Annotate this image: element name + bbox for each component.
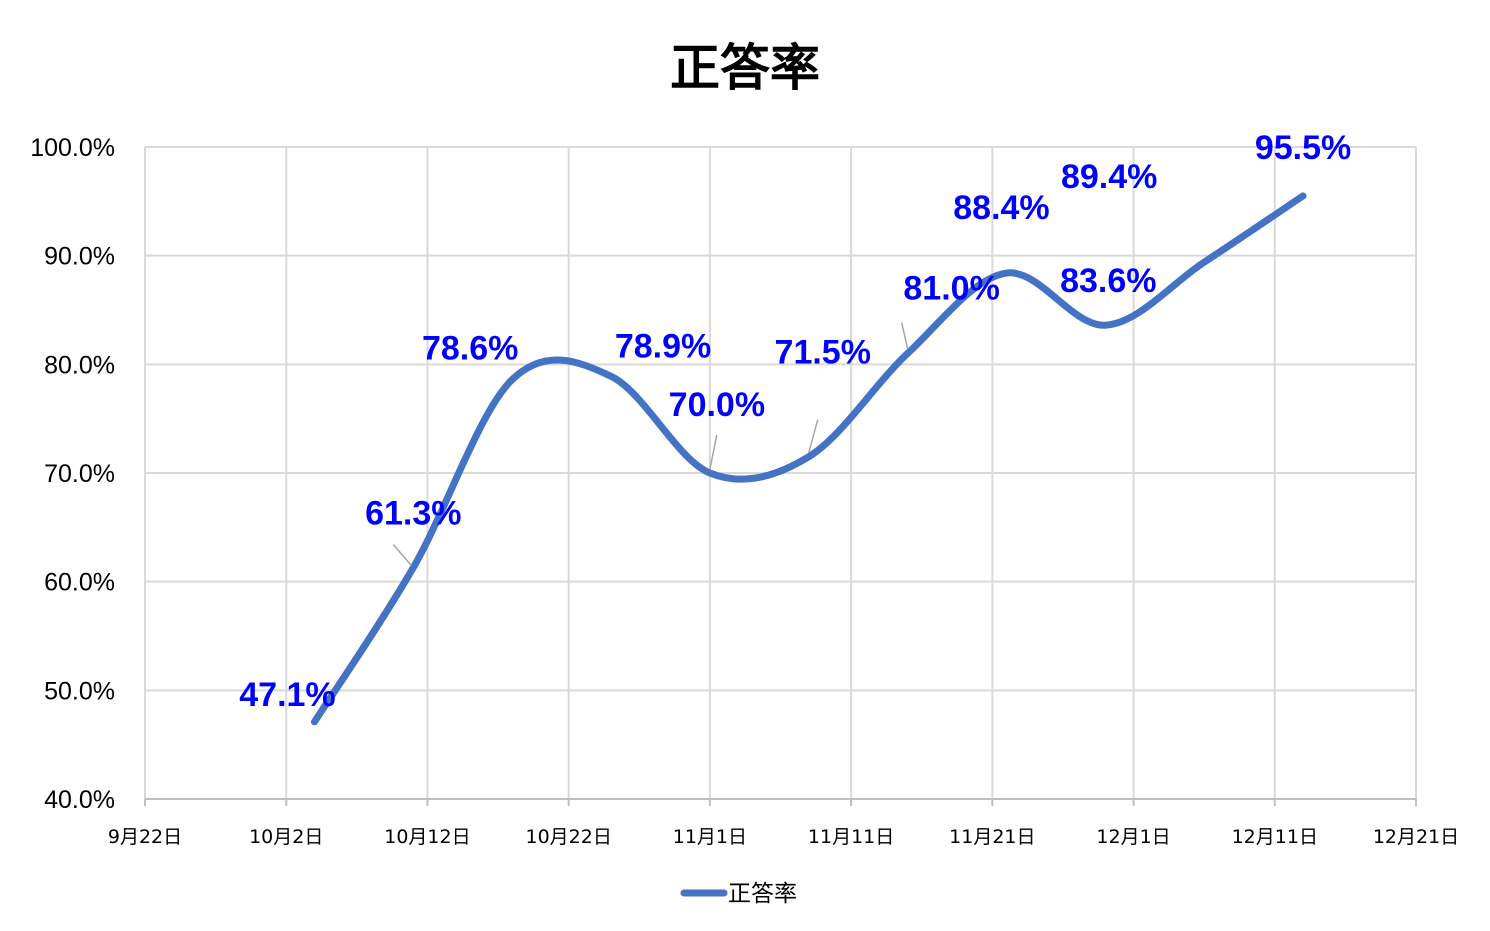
chart-title: 正答率 — [670, 39, 820, 97]
y-tick-label: 100.0% — [30, 134, 115, 162]
x-tick-label: 11月21日 — [949, 826, 1035, 848]
series-line — [310, 192, 1307, 726]
data-label: 71.5% — [775, 334, 871, 372]
x-tick-label: 12月21日 — [1373, 826, 1459, 848]
data-point — [1201, 259, 1207, 265]
data-point — [608, 373, 614, 379]
x-tick-label: 11月1日 — [673, 826, 747, 848]
x-tick-label: 9月22日 — [108, 826, 182, 848]
x-tick-label: 10月22日 — [525, 826, 611, 848]
x-tick-label: 10月12日 — [384, 826, 470, 848]
y-tick-label: 50.0% — [44, 677, 115, 705]
data-labels: 47.1% 61.3% 78.6% 78.9% 70.0% 71.5% 81.0% 88.4%… — [239, 129, 1351, 714]
data-point — [311, 719, 317, 725]
x-axis-ticks: 9月22日 10月2日 10月12日 10月22日 11月1日 11月11日 11月21日 1… — [108, 799, 1459, 848]
data-point — [707, 470, 713, 476]
axes — [144, 147, 1416, 800]
legend-label: 正答率 — [728, 881, 797, 907]
y-tick-label: 40.0% — [44, 786, 115, 814]
data-label: 78.6% — [422, 330, 518, 368]
y-tick-label: 90.0% — [44, 243, 115, 271]
data-point — [1102, 322, 1108, 328]
leader-line — [392, 544, 412, 567]
y-axis-ticks: 40.0% 50.0% 60.0% 70.0% 80.0% 90.0% 100.0% — [30, 134, 115, 814]
y-tick-label: 80.0% — [44, 351, 115, 379]
data-point — [806, 454, 812, 460]
leader-line — [709, 434, 718, 470]
data-label: 78.9% — [615, 327, 711, 365]
y-tick-label: 60.0% — [44, 569, 115, 597]
x-tick-label: 10月2日 — [249, 826, 323, 848]
data-label: 88.4% — [953, 189, 1049, 227]
data-label: 61.3% — [365, 495, 461, 533]
data-label: 81.0% — [903, 269, 999, 307]
data-label: 47.1% — [239, 676, 335, 714]
data-label: 70.0% — [669, 386, 765, 424]
leader-line — [900, 322, 909, 349]
data-label: 95.5% — [1255, 129, 1351, 167]
data-label: 89.4% — [1061, 158, 1157, 196]
data-point — [1003, 270, 1009, 276]
data-point — [905, 350, 911, 356]
series-group — [310, 192, 1307, 726]
data-point — [1300, 193, 1306, 199]
y-tick-label: 70.0% — [44, 460, 115, 488]
leader-line — [808, 419, 819, 453]
legend: 正答率 — [680, 881, 797, 907]
x-tick-label: 11月11日 — [808, 826, 894, 848]
data-point — [509, 377, 515, 383]
data-label: 83.6% — [1060, 262, 1156, 300]
label-leader-lines — [392, 322, 909, 567]
x-tick-label: 12月1日 — [1096, 826, 1170, 848]
x-tick-label: 12月11日 — [1232, 826, 1318, 848]
